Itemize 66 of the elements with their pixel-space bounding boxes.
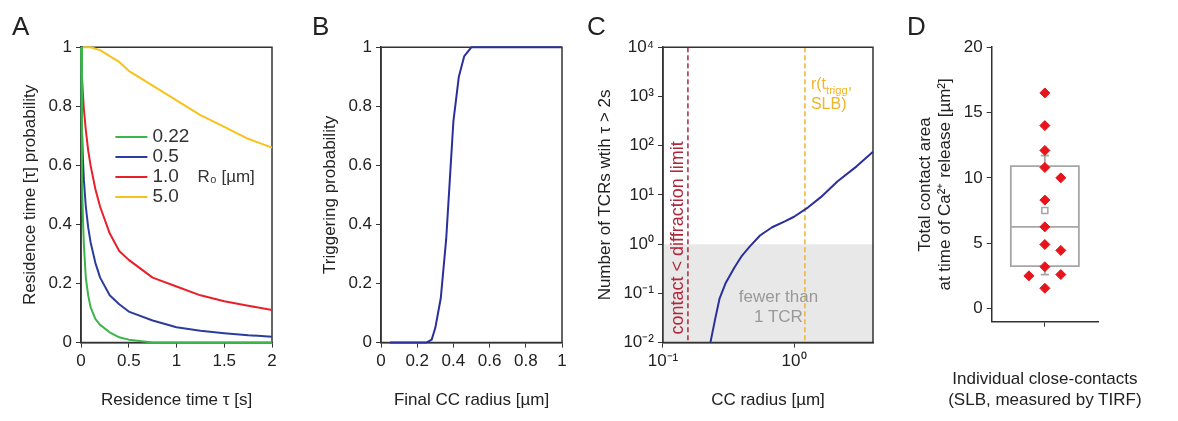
x-tick-label: 0.4 (441, 351, 466, 371)
y-axis-title: Triggering probability (319, 115, 339, 274)
point (1039, 282, 1051, 294)
x-axis-title: Residence time τ [s] (100, 390, 253, 410)
y-axis-title: Number of TCRs wtih τ > 2s (594, 89, 614, 301)
x-tick-label: 0.2 (405, 351, 430, 371)
y-tick-label: 20 (963, 36, 983, 56)
y-tick-label: 0.8 (48, 95, 73, 115)
y-tick-label: 0.8 (348, 95, 373, 115)
y-tick-label: 0.6 (348, 155, 373, 175)
band-label: fewer than 1 TCR (738, 287, 819, 327)
x-tick-label: 0 (76, 351, 86, 371)
legend-label: 5.0 (152, 185, 179, 207)
legend-label: 0.5 (152, 145, 179, 167)
y-tick-label: 0.4 (48, 214, 73, 234)
y-tick-label: 0.2 (348, 273, 373, 293)
x-tick-label: 0.8 (513, 351, 538, 371)
x-tick-label: 10⁻¹ (647, 351, 679, 371)
y-tick-label: 10² (629, 135, 655, 155)
point (1039, 261, 1051, 273)
point (1039, 239, 1051, 251)
chart-title: A (12, 10, 30, 41)
point (1039, 144, 1051, 156)
x-axis-title: CC radius [µm] (711, 390, 825, 410)
legend-label: 1.0 (152, 165, 179, 187)
ref-line-label: contact < diffraction limit (666, 141, 687, 335)
x-tick-label: 1.5 (212, 351, 237, 371)
x-axis-title: Individual close-contacts (SLB, measured by TIRF) (948, 369, 1142, 410)
y-tick-label: 1 (362, 36, 373, 56)
x-axis-title: Final CC radius [µm] (393, 390, 550, 410)
chart-title: D (907, 10, 926, 41)
point (1039, 194, 1051, 206)
x-tick-label: 0.6 (477, 351, 502, 371)
y-tick-label: 0 (62, 332, 73, 352)
y-tick-label: 10⁻¹ (623, 283, 655, 303)
x-tick-label: 1 (171, 351, 182, 371)
legend-label: 0.22 (152, 125, 190, 147)
y-tick-label: 10⁰ (629, 233, 654, 253)
y-axis-title: Residence time [τ] probability (19, 84, 39, 306)
y-tick-label: 5 (973, 232, 983, 252)
point (1039, 120, 1051, 132)
point (1039, 87, 1051, 99)
x-tick-label: 0 (376, 351, 386, 371)
y-tick-label: 0 (362, 332, 373, 352)
chart-title: B (312, 10, 330, 41)
y-tick-label: 10 (963, 167, 983, 187)
y-tick-label: 15 (963, 102, 983, 122)
y-tick-label: 10¹ (629, 184, 655, 204)
y-tick-label: 0.2 (48, 273, 73, 293)
y-tick-label: 1 (62, 36, 73, 56)
y-tick-label: 0.4 (348, 214, 373, 234)
x-tick-label: 0.5 (116, 351, 141, 371)
y-tick-label: 10⁴ (627, 36, 654, 56)
x-tick-label: 10⁰ (781, 351, 807, 371)
line-series (80, 46, 273, 149)
y-axis-title: Total contact area at time of Ca²⁺ release [µm²] (914, 78, 955, 291)
x-tick-label: 1 (557, 351, 567, 371)
point (1039, 221, 1051, 233)
x-tick-label: 2 (267, 351, 277, 371)
legend-title: R₀ [µm] (197, 166, 255, 186)
chart-title: C (587, 10, 606, 41)
point (1039, 161, 1051, 173)
y-tick-label: 10³ (629, 86, 655, 106)
y-tick-label: 10⁻² (623, 332, 655, 352)
y-tick-label: 0.6 (48, 155, 73, 175)
y-tick-label: 0 (973, 298, 983, 318)
